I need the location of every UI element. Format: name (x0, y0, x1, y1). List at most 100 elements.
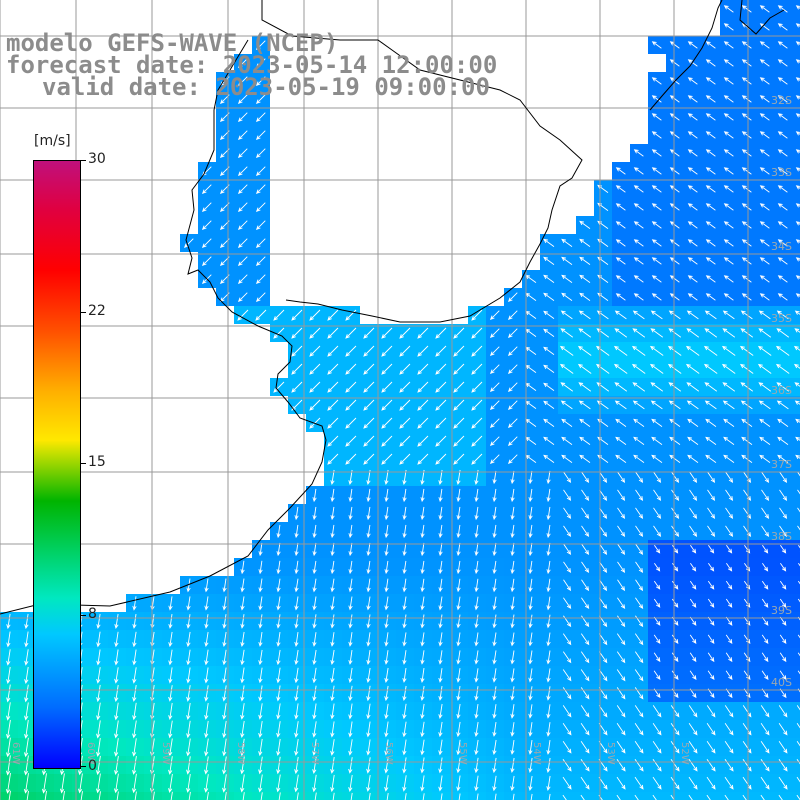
sea-cell (792, 396, 800, 414)
wind-arrow (474, 578, 479, 593)
wind-arrow (633, 275, 644, 283)
colorbar (33, 160, 81, 769)
wind-arrow (420, 775, 425, 792)
wind-arrow (384, 650, 389, 665)
wind-arrow (489, 400, 500, 411)
wind-arrow (757, 345, 772, 356)
wind-arrow (671, 525, 680, 537)
wind-arrow (453, 345, 465, 357)
wind-arrow (706, 740, 716, 754)
wind-arrow (273, 327, 285, 339)
wind-arrow (760, 794, 765, 800)
wind-arrow (330, 524, 335, 539)
wind-arrow (794, 400, 800, 405)
wind-arrow (617, 507, 626, 519)
wind-arrow (687, 203, 698, 211)
wind-arrow (794, 310, 800, 315)
sea-cell (792, 144, 800, 162)
wind-arrow (722, 400, 735, 410)
wind-arrow (330, 614, 335, 629)
wind-arrow (510, 614, 515, 629)
wind-arrow (761, 652, 769, 663)
wind-arrow (777, 5, 788, 13)
wind-arrow (204, 649, 209, 666)
wind-arrow (348, 560, 353, 575)
wind-arrow (327, 435, 339, 447)
wind-arrow (653, 525, 662, 537)
wind-arrow (669, 185, 680, 193)
wind-arrow (258, 738, 263, 757)
wind-arrow (546, 632, 551, 647)
wind-arrow (779, 507, 788, 519)
wind-arrow (435, 417, 447, 429)
lat-label: 33S (771, 166, 792, 179)
wind-arrow (255, 202, 266, 213)
wind-arrow (366, 739, 371, 756)
wind-arrow (543, 328, 555, 337)
wind-arrow (312, 488, 317, 503)
wind-arrow (240, 631, 245, 648)
wind-arrow (132, 614, 137, 629)
wind-arrow (420, 578, 425, 593)
wind-arrow (402, 578, 407, 593)
wind-arrow (312, 774, 317, 793)
wind-arrow (560, 382, 574, 392)
wind-arrow (510, 506, 515, 521)
wind-arrow (168, 596, 173, 611)
wind-arrow (204, 614, 209, 629)
wind-arrow (723, 257, 734, 265)
wind-arrow (616, 776, 626, 790)
sea-cell (162, 792, 180, 800)
wind-arrow (726, 544, 733, 554)
wind-arrow (741, 436, 753, 445)
colorbar-tick (80, 160, 86, 161)
wind-arrow (420, 703, 425, 720)
wind-arrow (705, 418, 717, 427)
wind-arrow (669, 454, 681, 463)
wind-arrow (581, 471, 590, 483)
wind-arrow (757, 363, 772, 374)
wind-arrow (777, 203, 788, 211)
wind-arrow (653, 652, 661, 663)
wind-arrow (8, 790, 11, 800)
wind-arrow (186, 596, 191, 611)
wind-arrow (330, 703, 335, 720)
wind-arrow (762, 562, 769, 572)
wind-arrow (687, 41, 698, 49)
wind-arrow (616, 705, 626, 718)
wind-arrow (599, 579, 608, 592)
wind-arrow (417, 399, 429, 411)
wind-arrow (402, 596, 407, 611)
wind-arrow (561, 256, 573, 265)
wind-arrow (489, 418, 500, 429)
wind-arrow (689, 598, 697, 608)
wind-arrow (438, 524, 443, 539)
wind-arrow (795, 167, 800, 172)
wind-arrow (723, 41, 734, 49)
wind-arrow (543, 238, 555, 247)
wind-arrow (222, 720, 227, 739)
wind-arrow (453, 435, 465, 447)
wind-arrow (348, 757, 353, 774)
wind-arrow (742, 758, 752, 772)
wind-arrow (562, 669, 572, 682)
wind-arrow (474, 704, 479, 719)
wind-arrow (330, 721, 335, 738)
wind-arrow (651, 203, 662, 211)
wind-arrow (632, 310, 645, 320)
sea-cell (648, 792, 666, 800)
wind-arrow (438, 596, 443, 611)
wind-arrow (62, 791, 65, 800)
wind-arrow (291, 327, 303, 339)
wind-arrow (758, 310, 771, 320)
wind-arrow (759, 239, 770, 247)
wind-arrow (384, 506, 389, 521)
wind-arrow (438, 686, 443, 701)
sea-cell (792, 54, 800, 72)
sea-cell (792, 414, 800, 432)
wind-arrow (775, 345, 790, 356)
wind-arrow (578, 310, 591, 320)
wind-arrow (579, 436, 591, 445)
wind-arrow (688, 794, 693, 800)
wind-arrow (706, 776, 716, 790)
